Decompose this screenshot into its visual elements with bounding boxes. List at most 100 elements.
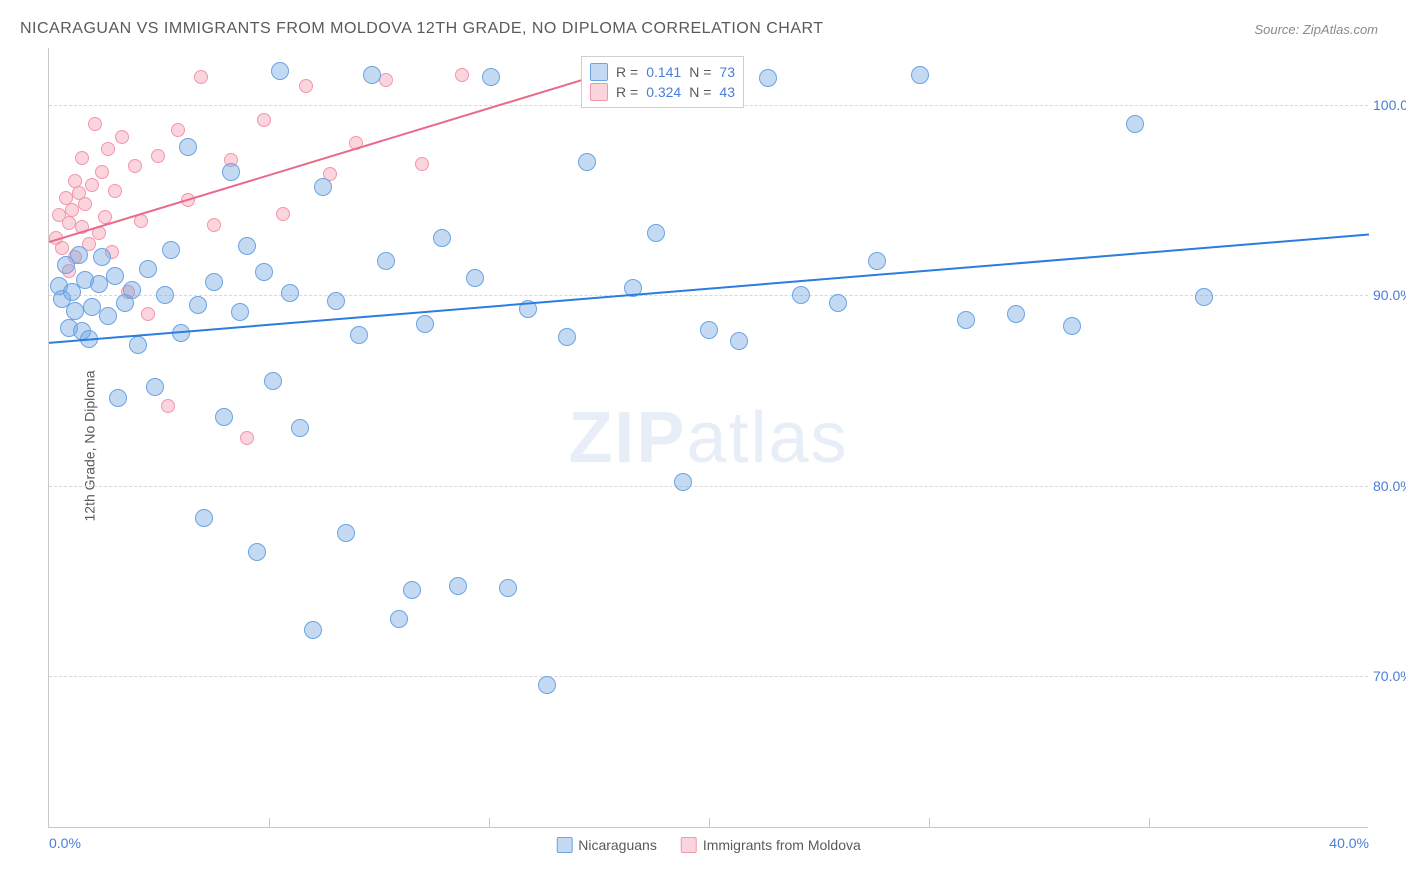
- data-point: [271, 62, 289, 80]
- legend-r-label: R =: [616, 64, 638, 80]
- data-point: [700, 321, 718, 339]
- data-point: [257, 113, 271, 127]
- data-point: [189, 296, 207, 314]
- data-point: [829, 294, 847, 312]
- data-point: [403, 581, 421, 599]
- data-point: [558, 328, 576, 346]
- data-point: [466, 269, 484, 287]
- data-point: [98, 210, 112, 224]
- data-point: [647, 224, 665, 242]
- data-point: [161, 399, 175, 413]
- data-point: [482, 68, 500, 86]
- data-point: [194, 70, 208, 84]
- data-point: [255, 263, 273, 281]
- data-point: [207, 218, 221, 232]
- legend-item: Immigrants from Moldova: [681, 837, 861, 853]
- data-point: [281, 284, 299, 302]
- data-point: [101, 142, 115, 156]
- data-point: [231, 303, 249, 321]
- data-point: [90, 275, 108, 293]
- data-point: [433, 229, 451, 247]
- data-point: [416, 315, 434, 333]
- data-point: [83, 298, 101, 316]
- legend-series: Nicaraguans Immigrants from Moldova: [556, 837, 861, 853]
- data-point: [248, 543, 266, 561]
- data-point: [215, 408, 233, 426]
- data-point: [78, 197, 92, 211]
- data-point: [151, 149, 165, 163]
- data-point: [141, 307, 155, 321]
- legend-stats-row: R =0.324N =43: [590, 83, 735, 101]
- data-point: [538, 676, 556, 694]
- data-point: [377, 252, 395, 270]
- scatter-plot: ZIPatlas 70.0%80.0%90.0%100.0%0.0%40.0%R…: [48, 48, 1368, 828]
- data-point: [449, 577, 467, 595]
- data-point: [115, 130, 129, 144]
- legend-n-value: 43: [719, 84, 735, 100]
- data-point: [390, 610, 408, 628]
- data-point: [911, 66, 929, 84]
- data-point: [1007, 305, 1025, 323]
- data-point: [578, 153, 596, 171]
- y-tick-label: 80.0%: [1373, 478, 1406, 494]
- legend-label: Nicaraguans: [578, 837, 657, 853]
- data-point: [238, 237, 256, 255]
- data-point: [195, 509, 213, 527]
- data-point: [363, 66, 381, 84]
- data-point: [499, 579, 517, 597]
- data-point: [162, 241, 180, 259]
- gridline-h: [49, 676, 1368, 677]
- data-point: [156, 286, 174, 304]
- legend-stats-row: R =0.141N =73: [590, 63, 735, 81]
- data-point: [1195, 288, 1213, 306]
- data-point: [66, 302, 84, 320]
- data-point: [674, 473, 692, 491]
- data-point: [240, 431, 254, 445]
- data-point: [70, 246, 88, 264]
- data-point: [92, 226, 106, 240]
- data-point: [291, 419, 309, 437]
- legend-n-label: N =: [689, 64, 711, 80]
- data-point: [172, 324, 190, 342]
- legend-stats: R =0.141N =73R =0.324N =43: [581, 56, 744, 108]
- x-minor-tick: [1149, 818, 1150, 828]
- data-point: [205, 273, 223, 291]
- data-point: [65, 203, 79, 217]
- data-point: [75, 151, 89, 165]
- data-point: [181, 193, 195, 207]
- legend-label: Immigrants from Moldova: [703, 837, 861, 853]
- legend-r-value: 0.141: [646, 64, 681, 80]
- data-point: [264, 372, 282, 390]
- x-minor-tick: [709, 818, 710, 828]
- y-tick-label: 90.0%: [1373, 287, 1406, 303]
- data-point: [868, 252, 886, 270]
- data-point: [55, 241, 69, 255]
- data-point: [134, 214, 148, 228]
- watermark-atlas: atlas: [686, 398, 848, 478]
- legend-swatch: [556, 837, 572, 853]
- data-point: [624, 279, 642, 297]
- data-point: [222, 163, 240, 181]
- x-minor-tick: [929, 818, 930, 828]
- data-point: [108, 184, 122, 198]
- watermark-zip: ZIP: [568, 398, 686, 478]
- chart-title: NICARAGUAN VS IMMIGRANTS FROM MOLDOVA 12…: [20, 20, 824, 38]
- data-point: [139, 260, 157, 278]
- data-point: [1063, 317, 1081, 335]
- data-point: [171, 123, 185, 137]
- x-minor-tick: [269, 818, 270, 828]
- legend-r-value: 0.324: [646, 84, 681, 100]
- watermark: ZIPatlas: [568, 397, 848, 479]
- data-point: [1126, 115, 1144, 133]
- data-point: [276, 207, 290, 221]
- data-point: [128, 159, 142, 173]
- data-point: [349, 136, 363, 150]
- data-point: [129, 336, 147, 354]
- data-point: [93, 248, 111, 266]
- source-label: Source: ZipAtlas.com: [1254, 22, 1378, 37]
- data-point: [80, 330, 98, 348]
- x-tick-label: 40.0%: [1329, 835, 1369, 851]
- x-minor-tick: [489, 818, 490, 828]
- data-point: [304, 621, 322, 639]
- data-point: [95, 165, 109, 179]
